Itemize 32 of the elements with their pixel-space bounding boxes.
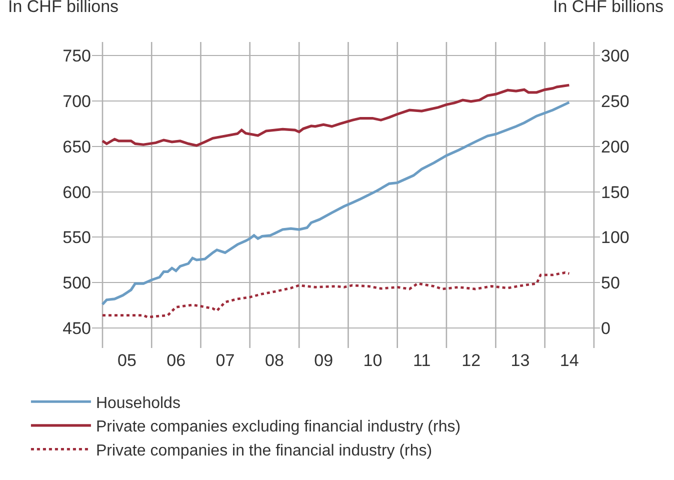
x-tick-label: 05 — [118, 351, 136, 370]
x-tick-label: 12 — [462, 351, 481, 370]
x-tick-label: 10 — [363, 351, 382, 370]
x-tick-label: 13 — [510, 351, 530, 370]
x-tick-label: 06 — [166, 351, 186, 370]
legend-label: Private companies excluding financial industry (rhs) — [96, 418, 461, 436]
y2-tick-label: 0 — [601, 318, 610, 338]
y-tick-label: 450 — [62, 318, 91, 338]
x-tick-label: 11 — [413, 351, 431, 370]
y2-tick-label: 200 — [601, 137, 630, 156]
line-series — [101, 101, 570, 306]
x-tick-label: 14 — [560, 351, 579, 370]
y-tick-label: 700 — [62, 92, 91, 111]
line-series — [101, 271, 570, 318]
x-tick-label: 08 — [265, 351, 284, 370]
y2-tick-label: 150 — [601, 182, 630, 202]
y2-tick-label: 300 — [601, 46, 630, 66]
y2-axis-title: In CHF billions — [553, 0, 664, 16]
x-tick-label: 09 — [314, 351, 334, 370]
y2-tick-label: 100 — [601, 228, 630, 248]
y-tick-label: 750 — [62, 46, 91, 66]
y2-tick-label: 250 — [601, 92, 630, 111]
y-tick-label: 550 — [62, 228, 91, 248]
y-axis-title: In CHF billions — [8, 0, 119, 16]
y2-tick-label: 50 — [601, 274, 620, 293]
y-tick-label: 650 — [62, 137, 91, 156]
x-tick-label: 07 — [216, 351, 235, 370]
legend-label: Households — [96, 394, 180, 412]
y-tick-label: 500 — [62, 274, 91, 293]
line-series — [101, 84, 570, 147]
y-tick-label: 600 — [62, 182, 91, 202]
legend-label: Private companies in the financial industry (rhs) — [96, 442, 432, 460]
